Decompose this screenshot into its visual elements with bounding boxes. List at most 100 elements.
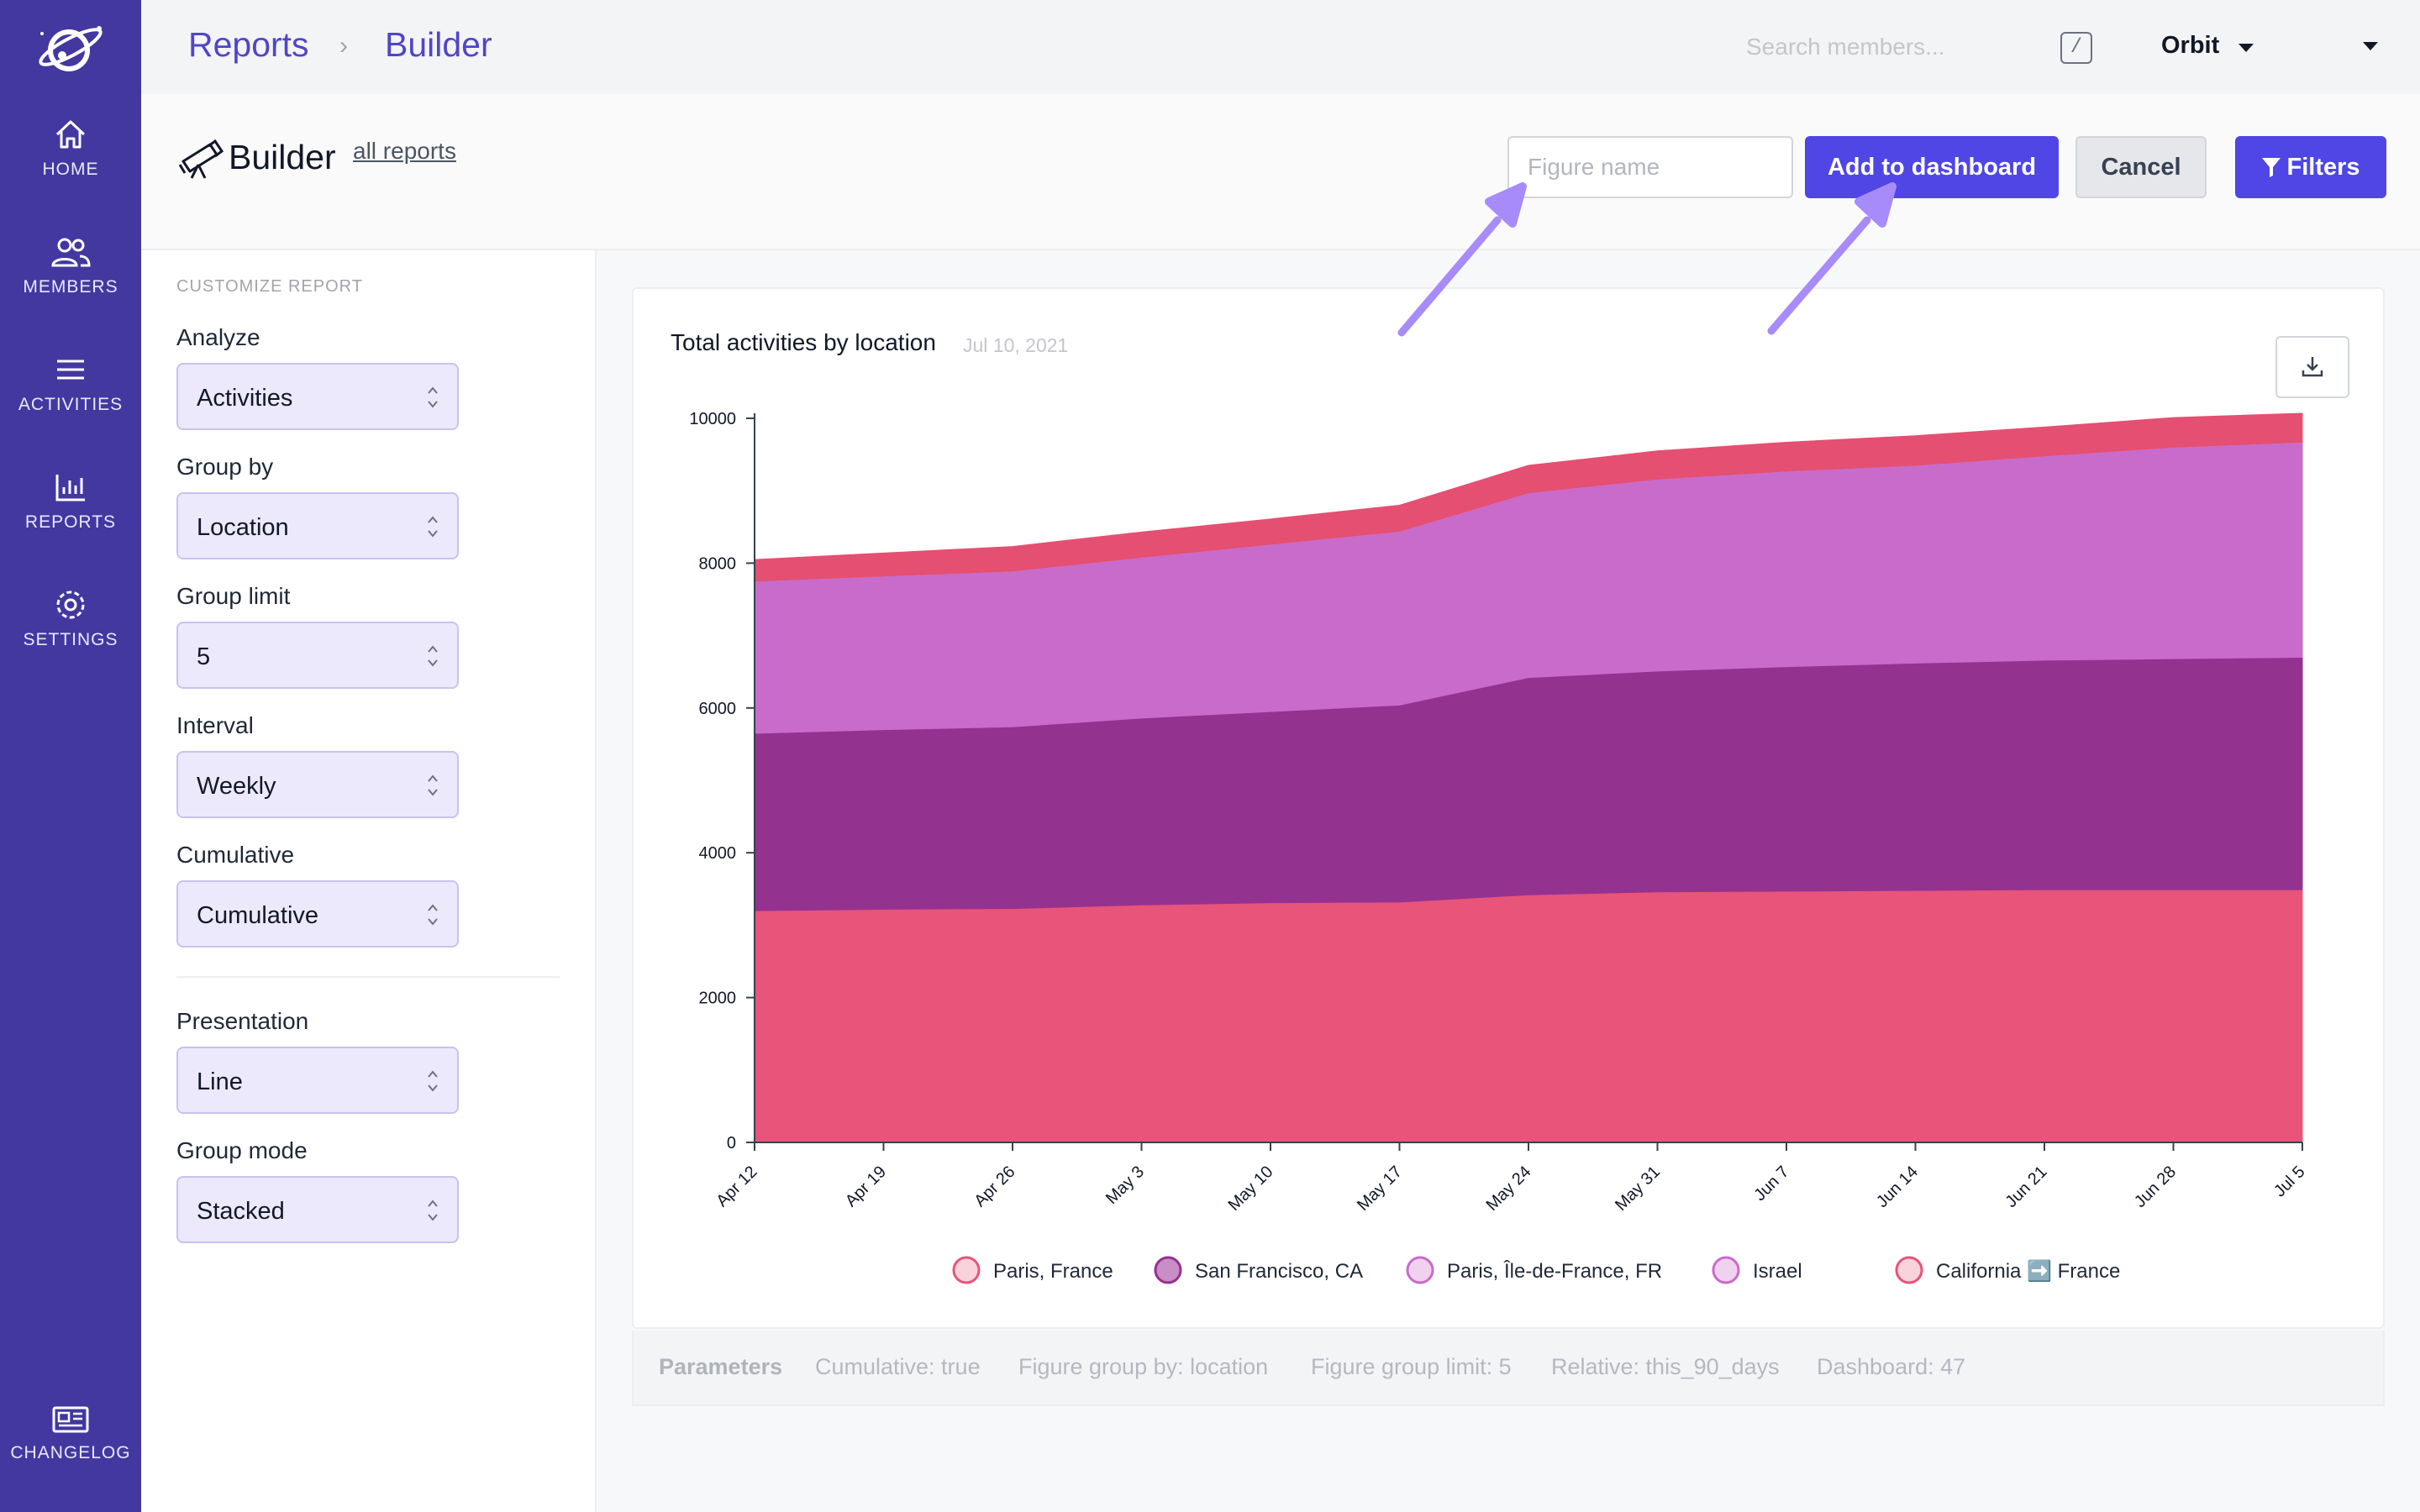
legend-label: Paris, Île-de-France, FR [1447,1260,1662,1283]
select-value: Line [197,1068,243,1095]
activities-icon [57,360,84,380]
legend-label: San Francisco, CA [1195,1260,1363,1283]
download-icon [2302,356,2323,376]
field-label: Group limit [176,583,291,609]
sidebar-item-label: SETTINGS [23,630,118,649]
field-label: Presentation [176,1008,309,1034]
field-label: Analyze [176,324,260,350]
legend-swatch [1154,1256,1182,1284]
select-arrows-icon [428,774,438,796]
parameter-item: Figure group by: location [1018,1354,1269,1379]
parameter-item: Figure group limit: 5 [1311,1354,1512,1379]
sidebar-item-home[interactable]: HOME [0,118,141,218]
select-arrows-icon [428,645,438,667]
telescope-icon [178,139,224,179]
x-tick-label: May 10 [1225,1163,1277,1215]
download-button[interactable] [2275,336,2349,398]
settings-icon [56,591,85,619]
chart-date: Jul 10, 2021 [963,334,1069,356]
area-series-4 [754,412,2303,582]
field-label: Cumulative [176,842,295,868]
group-mode-select[interactable]: Stacked [176,1176,459,1243]
legend-swatch [952,1256,981,1284]
cumulative-select[interactable]: Cumulative [176,880,459,948]
figure-name-input[interactable] [1507,136,1793,198]
group-limit-select[interactable]: 5 [176,622,459,689]
reports-icon [55,475,85,501]
sidebar-item-label: HOME [42,160,99,179]
select-arrows-icon [428,1070,438,1092]
analyze-select[interactable]: Activities [176,363,459,430]
newspaper-icon [52,1406,89,1433]
customize-panel: CUSTOMIZE REPORT Analyze Activities Grou… [141,250,597,1512]
chevron-down-icon[interactable] [2238,44,2254,52]
sidebar-item-activities[interactable]: ACTIVITIES [0,353,141,454]
sidebar-item-settings[interactable]: SETTINGS [0,588,141,689]
y-tick-label: 10000 [689,410,736,428]
select-value: Cumulative [197,902,319,929]
select-value: Weekly [197,773,276,800]
breadcrumb-reports[interactable]: Reports [188,25,309,64]
parameters-label: Parameters [659,1354,783,1379]
sidebar-item-members[interactable]: MEMBERS [0,235,141,336]
x-tick-label: May 17 [1354,1163,1406,1215]
chevron-right-icon: › [339,32,348,60]
legend-label: California ➡️ France [1936,1259,2120,1283]
area-chart: 0 2000 4000 6000 8000 10000 Apr 12 Apr 19 Apr 26… [689,410,2309,1284]
x-tick-label: Apr 19 [842,1163,890,1210]
cancel-button[interactable]: Cancel [2075,136,2207,198]
parameter-item: Dashboard: 47 [1817,1354,1966,1379]
y-tick-label: 8000 [699,554,737,573]
x-tick-label: May 3 [1102,1163,1148,1208]
x-tick-label: Jun 7 [1750,1163,1792,1205]
section-title: CUSTOMIZE REPORT [176,277,363,296]
select-arrows-icon [428,516,438,538]
sidebar-item-label: ACTIVITIES [18,395,124,414]
legend-label: Israel [1753,1260,1802,1283]
select-value: Location [197,514,289,541]
page-title: Builder [229,138,336,176]
legend-swatch [1712,1256,1740,1284]
legend-swatch [1895,1256,1923,1284]
chart-card: 0 2000 4000 6000 8000 10000 Apr 12 Apr 19 Apr 26… [632,287,2385,1329]
topbar: Reports › Builder / Orbit [141,0,2420,94]
page-header: Builder all reports Add to dashboard Can… [141,94,2420,250]
sidebar-item-label: CHANGELOG [10,1443,131,1462]
filters-button[interactable]: Filters [2235,136,2386,198]
legend-swatch [1406,1256,1434,1284]
select-arrows-icon [428,1200,438,1221]
x-tick-label: Jun 21 [2002,1163,2051,1211]
field-label: Group by [176,454,274,480]
y-tick-label: 2000 [699,990,737,1008]
x-tick-label: Jun 14 [1873,1163,1922,1211]
sidebar: HOME MEMBERS ACTIVITIES REPORTS SETTINGS… [0,0,141,1512]
orbit-logo-icon[interactable] [32,18,109,77]
search-input[interactable] [1746,25,1998,69]
group-by-select[interactable]: Location [176,492,459,559]
filter-icon [2262,157,2281,177]
presentation-select[interactable]: Line [176,1047,459,1114]
members-icon [51,238,91,267]
area-series-0 [754,889,2303,1143]
x-tick-label: Jun 28 [2131,1163,2180,1211]
x-tick-label: Apr 12 [713,1163,760,1210]
home-icon [55,120,86,149]
x-tick-label: Apr 26 [971,1163,1018,1210]
keyboard-shortcut-badge: / [2060,32,2092,64]
sidebar-item-changelog[interactable]: CHANGELOG [0,1404,141,1505]
breadcrumb-builder: Builder [385,25,492,64]
sidebar-item-reports[interactable]: REPORTS [0,470,141,571]
workspace-switcher[interactable]: Orbit [2161,32,2220,59]
select-value: Activities [197,385,293,412]
select-arrows-icon [428,386,438,408]
x-tick-label: May 31 [1612,1163,1664,1215]
select-value: 5 [197,643,211,670]
parameter-item: Relative: this_90_days [1551,1354,1780,1379]
all-reports-link[interactable]: all reports [353,138,456,164]
add-to-dashboard-button[interactable]: Add to dashboard [1805,136,2059,198]
chevron-down-icon[interactable] [2363,42,2378,50]
select-arrows-icon [428,904,438,926]
interval-select[interactable]: Weekly [176,751,459,818]
sidebar-item-label: REPORTS [24,512,117,532]
filters-button-label: Filters [2286,153,2360,181]
